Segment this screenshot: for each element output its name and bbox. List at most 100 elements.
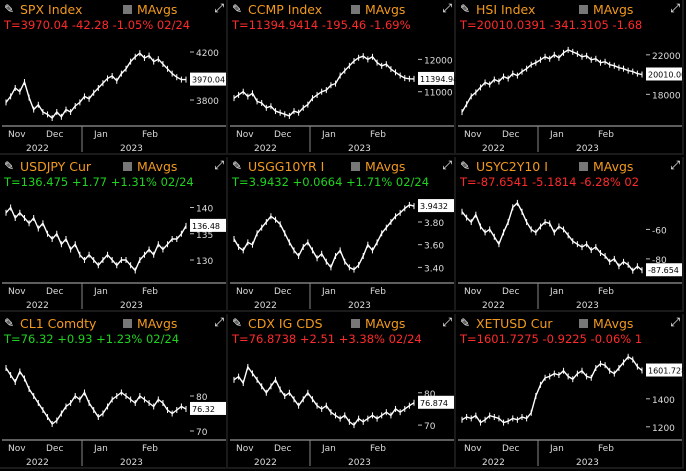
x-tick-label: Dec [274, 444, 291, 454]
mavgs-checkbox-icon[interactable] [351, 5, 360, 14]
y-tick-label: 135 [196, 231, 213, 241]
year-label: 2023 [120, 144, 143, 154]
chart-panel[interactable]: ✎ USYC2Y10 I MAvgs ⤢ T=-87.6541 -5.1814 -6.2… [456, 157, 684, 312]
chart-panel[interactable]: ✎ SPX Index MAvgs ⤢ T=3970.04 -42.28 -1.05% … [0, 0, 228, 155]
x-tick-label: Nov [236, 287, 254, 297]
mavgs-label[interactable]: MAvgs [365, 2, 406, 17]
mavgs-label[interactable]: MAvgs [365, 316, 406, 331]
mavgs-checkbox-icon[interactable] [351, 162, 360, 171]
price-chart[interactable]: -60 -80-87.654 Nov Dec Jan Feb 2022 2023 [456, 191, 684, 312]
ticker-label[interactable]: CDX IG CDS [248, 316, 323, 331]
mavgs-label[interactable]: MAvgs [137, 159, 178, 174]
ticker-label[interactable]: SPX Index [20, 2, 83, 17]
pencil-icon[interactable]: ✎ [460, 316, 471, 330]
x-tick-label: Feb [370, 130, 386, 140]
expand-icon[interactable]: ⤢ [442, 158, 452, 172]
mavgs-label[interactable]: MAvgs [137, 316, 178, 331]
y-tick-label: 130 [196, 257, 213, 267]
mavgs-checkbox-icon[interactable] [123, 319, 132, 328]
x-tick-label: Jan [93, 287, 108, 297]
pencil-icon[interactable]: ✎ [460, 159, 471, 173]
ticker-label[interactable]: HSI Index [476, 2, 536, 17]
panel-header: ✎ USDJPY Cur MAvgs ⤢ [0, 158, 228, 174]
mavgs-checkbox-icon[interactable] [579, 162, 588, 171]
expand-icon[interactable]: ⤢ [214, 1, 224, 15]
chart-panel[interactable]: ✎ USGG10YR I MAvgs ⤢ T=3.9432 +0.0664 +1.71%… [228, 157, 456, 312]
year-label: 2023 [576, 144, 599, 154]
panel-header: ✎ USYC2Y10 I MAvgs ⤢ [456, 158, 684, 174]
y-tick-label: -60 [652, 226, 667, 236]
chart-panel[interactable]: ✎ CL1 Comdty MAvgs ⤢ T=76.32 +0.93 +1.23% 02… [0, 314, 228, 469]
price-chart[interactable]: 3.80 3.60 3.40 3.9432 Nov Dec Jan Feb 2022 2023 [228, 191, 456, 312]
ticker-label[interactable]: USDJPY Cur [20, 159, 92, 174]
x-tick-label: Nov [8, 287, 26, 297]
year-label: 2022 [26, 458, 49, 468]
price-chart[interactable]: 140 135 130 136.48 Nov Dec Jan Feb 2022 2023 [0, 191, 228, 312]
x-tick-label: Dec [46, 130, 63, 140]
price-series-line [5, 367, 187, 426]
chart-panel[interactable]: ✎ CCMP Index MAvgs ⤢ T=11394.9414 -195.46 -1… [228, 0, 456, 155]
pencil-icon[interactable]: ✎ [232, 159, 243, 173]
mavgs-label[interactable]: MAvgs [137, 2, 178, 17]
pencil-icon[interactable]: ✎ [460, 2, 471, 16]
x-tick-label: Jan [93, 444, 108, 454]
pencil-icon[interactable]: ✎ [4, 159, 15, 173]
x-tick-label: Dec [274, 130, 291, 140]
chart-panel[interactable]: ✎ CDX IG CDS MAvgs ⤢ T=76.8738 +2.51 +3.38% … [228, 314, 456, 469]
x-tick-label: Jan [321, 444, 336, 454]
price-chart[interactable]: 4200 3800 3970.04 Nov Dec Jan Feb 2022 2023 [0, 34, 228, 155]
chart-panel[interactable]: ✎ XETUSD Cur MAvgs ⤢ T=1601.7275 -0.9225 -0.… [456, 314, 684, 469]
mavgs-checkbox-icon[interactable] [123, 5, 132, 14]
expand-icon[interactable]: ⤢ [670, 1, 680, 15]
expand-icon[interactable]: ⤢ [214, 158, 224, 172]
x-tick-label: Nov [464, 287, 482, 297]
ticker-label[interactable]: CCMP Index [248, 2, 323, 17]
expand-icon[interactable]: ⤢ [214, 315, 224, 329]
expand-icon[interactable]: ⤢ [442, 315, 452, 329]
mavgs-label[interactable]: MAvgs [593, 2, 634, 17]
chart-panel[interactable]: ✎ HSI Index MAvgs ⤢ T=20010.0391 -341.3105 -… [456, 0, 684, 155]
quote-line: T=3.9432 +0.0664 +1.71% 02/24 [232, 175, 430, 189]
mavgs-checkbox-icon[interactable] [579, 5, 588, 14]
year-label: 2022 [254, 144, 277, 154]
price-chart[interactable]: 12000 11000 11394.94 Nov Dec Jan Feb 2022 2023 [228, 34, 456, 155]
last-price-tag [190, 218, 226, 232]
pencil-icon[interactable]: ✎ [4, 2, 15, 16]
price-series-line [233, 204, 415, 271]
last-price-label: 3.9432 [420, 202, 448, 211]
quote-line: T=1601.7275 -0.9225 -0.06% 1 [460, 332, 643, 346]
ticker-label[interactable]: XETUSD Cur [476, 316, 553, 331]
price-chart[interactable]: 1400 1200 1601.728 Nov Dec Jan Feb 2022 2023 [456, 348, 684, 469]
price-series-line [461, 355, 643, 424]
year-label: 2022 [482, 301, 505, 311]
expand-icon[interactable]: ⤢ [442, 1, 452, 15]
year-label: 2023 [576, 458, 599, 468]
mavgs-label[interactable]: MAvgs [593, 159, 634, 174]
pencil-icon[interactable]: ✎ [4, 316, 15, 330]
year-label: 2022 [26, 144, 49, 154]
ticker-label[interactable]: CL1 Comdty [20, 316, 97, 331]
x-tick-label: Feb [370, 287, 386, 297]
chart-panel[interactable]: ✎ USDJPY Cur MAvgs ⤢ T=136.475 +1.77 +1.31% … [0, 157, 228, 312]
panel-header: ✎ CCMP Index MAvgs ⤢ [228, 1, 456, 17]
x-tick-label: Dec [46, 287, 63, 297]
last-price-label: 1601.728 [648, 367, 684, 376]
x-tick-label: Jan [93, 130, 108, 140]
price-chart[interactable]: 80 70 76.874 Nov Dec Jan Feb 2022 2023 [228, 348, 456, 469]
price-chart[interactable]: 80 70 76.32 Nov Dec Jan Feb 2022 2023 [0, 348, 228, 469]
mavgs-label[interactable]: MAvgs [593, 316, 634, 331]
pencil-icon[interactable]: ✎ [232, 2, 243, 16]
expand-icon[interactable]: ⤢ [670, 158, 680, 172]
year-label: 2022 [254, 458, 277, 468]
pencil-icon[interactable]: ✎ [232, 316, 243, 330]
expand-icon[interactable]: ⤢ [670, 315, 680, 329]
y-tick-label: 4200 [196, 49, 219, 59]
mavgs-checkbox-icon[interactable] [123, 162, 132, 171]
mavgs-label[interactable]: MAvgs [365, 159, 406, 174]
price-chart[interactable]: 22000 18000 20010.00 Nov Dec Jan Feb 2022 2023 [456, 34, 684, 155]
ticker-label[interactable]: USGG10YR I [248, 159, 325, 174]
ticker-label[interactable]: USYC2Y10 I [476, 159, 548, 174]
mavgs-checkbox-icon[interactable] [351, 319, 360, 328]
mavgs-checkbox-icon[interactable] [579, 319, 588, 328]
